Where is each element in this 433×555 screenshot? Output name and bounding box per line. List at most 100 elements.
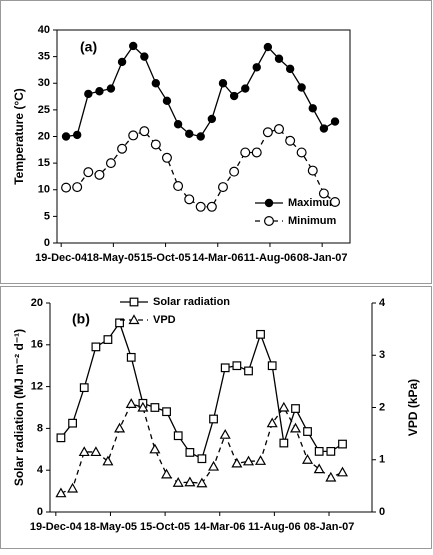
data-point [207, 114, 217, 124]
data-point [319, 124, 329, 133]
x-tick-label: 18-May-05 [87, 252, 140, 264]
data-point [318, 188, 329, 199]
y-tick-label: 0 [44, 237, 50, 249]
data-point [244, 366, 253, 376]
panel-border [0, 286, 432, 549]
y-tick-label: 20 [31, 297, 43, 309]
data-point [231, 457, 243, 468]
data-point [68, 418, 77, 428]
x-tick-label: 15-Oct-05 [140, 252, 190, 264]
data-point [218, 79, 228, 88]
data-point [173, 120, 183, 129]
data-point [308, 104, 317, 113]
data-point [252, 63, 261, 72]
data-point [106, 84, 116, 93]
data-point [61, 182, 72, 193]
data-point [196, 132, 205, 141]
data-point [90, 446, 102, 457]
y-tick-label: 40 [38, 24, 50, 36]
data-point [125, 398, 137, 408]
data-point [242, 455, 255, 466]
x-tick-label: 19-Dec-04 [35, 252, 88, 264]
data-point [94, 169, 105, 180]
data-point [184, 476, 196, 487]
legend-marker [128, 314, 140, 325]
y2-axis-label: VPD (kPa) [406, 379, 420, 436]
data-point [256, 329, 265, 339]
data-point [338, 439, 347, 449]
legend-label: Minimum [288, 215, 336, 227]
data-point [126, 352, 136, 362]
data-point [150, 139, 161, 150]
data-point [326, 446, 336, 456]
data-point [336, 466, 349, 477]
y-tick-label: 4 [37, 464, 44, 476]
data-point [185, 448, 195, 457]
x-tick-label: 14-Mar-06 [192, 252, 243, 264]
data-point [149, 443, 161, 454]
y-tick-label: 0 [37, 506, 43, 518]
data-point [162, 96, 172, 106]
series-line [65, 44, 336, 138]
legend-label: Maximum [288, 197, 339, 209]
y-tick-label: 5 [44, 210, 50, 222]
panel-label: (b) [72, 311, 90, 327]
data-point [114, 422, 126, 433]
y2-tick-label: 1 [379, 454, 385, 466]
data-point [302, 454, 314, 464]
data-point [184, 194, 195, 205]
legend-marker [264, 198, 274, 208]
x-tick-label: 14-Mar-06 [194, 521, 245, 533]
x-tick-label: 11-Aug-06 [248, 521, 301, 533]
legend-label: VPD [153, 314, 176, 326]
data-point [220, 363, 230, 373]
legend-marker [129, 297, 139, 307]
data-point [297, 83, 306, 92]
x-tick-label: 18-May-05 [84, 521, 137, 533]
data-point [150, 403, 160, 412]
y-axis-label: Solar radiation (MJ m⁻² d⁻¹) [12, 329, 26, 486]
data-point [84, 89, 93, 99]
y-tick-label: 20 [38, 130, 50, 142]
data-point [83, 167, 94, 178]
data-point [285, 135, 296, 146]
y-tick-label: 15 [38, 157, 50, 169]
data-point [56, 433, 66, 443]
y2-tick-label: 2 [379, 401, 385, 413]
legend-marker [264, 216, 275, 227]
data-point [262, 127, 273, 138]
data-point [255, 455, 267, 465]
panel-border [0, 0, 432, 284]
series-line [60, 321, 343, 460]
legend-label: Solar radiation [153, 296, 230, 308]
data-point [197, 454, 207, 464]
panel-label: (a) [80, 39, 97, 55]
data-point [314, 446, 324, 456]
data-point [162, 407, 171, 417]
data-point [219, 428, 231, 439]
y-tick-label: 35 [38, 51, 50, 63]
data-point [173, 431, 183, 441]
data-point [289, 422, 302, 433]
y-tick-label: 12 [31, 381, 43, 393]
x-tick-label: 11-Aug-06 [244, 252, 297, 264]
data-point [278, 401, 290, 412]
data-point [91, 342, 101, 352]
data-point [241, 84, 250, 93]
data-point [232, 361, 242, 371]
data-point [217, 182, 228, 193]
data-point [303, 427, 312, 436]
x-tick-label: 08-Jan-07 [297, 252, 348, 264]
data-point [274, 124, 285, 135]
data-point [78, 446, 90, 457]
data-point [291, 404, 300, 413]
data-point [313, 463, 325, 474]
data-point [195, 201, 206, 212]
y-tick-label: 25 [38, 104, 50, 116]
data-point [128, 130, 139, 141]
y-tick-label: 10 [38, 184, 50, 196]
data-point [325, 471, 337, 482]
data-point [61, 132, 71, 141]
data-point [209, 414, 218, 424]
